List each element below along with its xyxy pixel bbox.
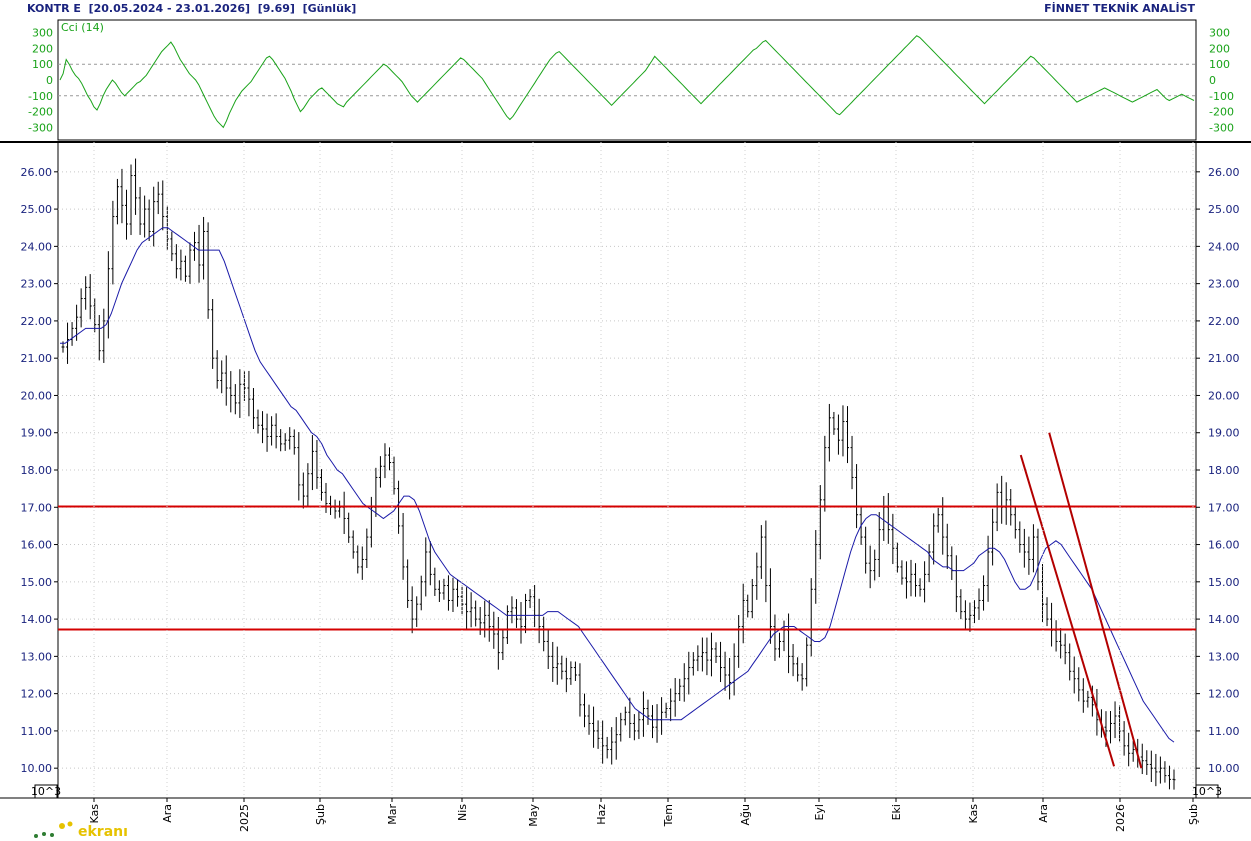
x-tick-label: Kas — [88, 804, 101, 824]
x-tick-label: Mar — [386, 804, 399, 825]
price-tick-left: 13.00 — [21, 650, 53, 663]
x-tick-label: Kas — [967, 804, 980, 824]
price-tick-left: 25.00 — [21, 203, 53, 216]
cci-tick-left: -300 — [28, 121, 53, 134]
cci-label: Cci (14) — [61, 21, 104, 34]
x-tick-label: Nis — [456, 804, 469, 821]
brand-label: FİNNET TEKNİK ANALİST — [1044, 2, 1195, 15]
logo-dot-icon — [59, 823, 65, 829]
cci-tick-right: 0 — [1209, 74, 1216, 87]
price-panel: 26.00 26.00 25.00 25.00 24.00 24.00 23.00 23.00… — [0, 141, 1251, 799]
cci-tick-right: -100 — [1209, 90, 1234, 103]
unit-label: 10^3 — [1192, 785, 1222, 798]
price-tick-right: 22.00 — [1208, 315, 1240, 328]
x-tick-label: 2025 — [238, 804, 251, 832]
trend-line — [1048, 432, 1143, 769]
price-tick-left: 18.00 — [21, 464, 53, 477]
price-tick-right: 15.00 — [1208, 576, 1240, 589]
price-tick-right: 23.00 — [1208, 278, 1240, 291]
logo-dot-icon — [50, 833, 54, 837]
price-tick-right: 13.00 — [1208, 650, 1240, 663]
price-tick-left: 23.00 — [21, 278, 53, 291]
price-tick-left: 11.00 — [21, 725, 53, 738]
price-tick-left: 22.00 — [21, 315, 53, 328]
chart-title: KONTR E [20.05.2024 - 23.01.2026] [9.69]… — [27, 2, 356, 15]
last-price-label: [9.69] — [257, 2, 295, 15]
x-tick-label: Ağu — [739, 804, 752, 825]
x-tick-label: Haz — [595, 804, 608, 825]
price-tick-left: 16.00 — [21, 539, 53, 552]
symbol-label: KONTR E — [27, 2, 81, 15]
price-tick-left: 14.00 — [21, 613, 53, 626]
price-tick-right: 14.00 — [1208, 613, 1240, 626]
price-tick-right: 25.00 — [1208, 203, 1240, 216]
date-range-label: [20.05.2024 - 23.01.2026] — [88, 2, 251, 15]
price-tick-left: 20.00 — [21, 389, 53, 402]
trend-line — [1019, 454, 1116, 767]
x-tick-label: Şub — [1187, 804, 1200, 825]
logo-dot-icon — [42, 832, 46, 836]
cci-tick-left: 100 — [32, 58, 53, 71]
x-tick-label: Tem — [662, 804, 675, 827]
cci-tick-left: -100 — [28, 90, 53, 103]
cci-tick-right: 200 — [1209, 42, 1230, 55]
ekrani-logo: ekranı — [34, 821, 128, 840]
price-tick-right: 12.00 — [1208, 688, 1240, 701]
x-tick-label: Şub — [314, 804, 327, 825]
chart-header: KONTR E [20.05.2024 - 23.01.2026] [9.69]… — [0, 0, 1251, 18]
price-tick-right: 26.00 — [1208, 166, 1240, 179]
cci-panel: 300 300 200 200 100 100 0 0 -100 -100 -200 -200 -300… — [28, 19, 1234, 141]
price-tick-right: 18.00 — [1208, 464, 1240, 477]
price-tick-right: 20.00 — [1208, 389, 1240, 402]
cci-tick-left: -200 — [28, 106, 53, 119]
cci-tick-left: 200 — [32, 42, 53, 55]
x-tick-label: Eki — [890, 804, 903, 820]
price-tick-left: 21.00 — [21, 352, 53, 365]
price-tick-left: 15.00 — [21, 576, 53, 589]
price-tick-right: 11.00 — [1208, 725, 1240, 738]
unit-label: 10^3 — [31, 785, 61, 798]
price-tick-left: 24.00 — [21, 240, 53, 253]
price-tick-left: 19.00 — [21, 427, 53, 440]
cci-tick-right: 100 — [1209, 58, 1230, 71]
logo-text: ekranı — [78, 824, 128, 840]
price-tick-right: 21.00 — [1208, 352, 1240, 365]
price-tick-right: 16.00 — [1208, 539, 1240, 552]
x-tick-label: May — [527, 804, 540, 827]
cci-tick-right: 300 — [1209, 27, 1230, 40]
x-axis: Kas Ara 2025 Şub Mar Nis May Haz Tem Ağu Eyl Eki Kas… — [0, 142, 1251, 832]
x-tick-label: Eyl — [813, 804, 826, 821]
cci-tick-left: 0 — [46, 74, 53, 87]
price-tick-right: 24.00 — [1208, 240, 1240, 253]
logo-dot-icon — [34, 834, 38, 838]
cci-tick-right: -300 — [1209, 121, 1234, 134]
x-tick-label: Ara — [1037, 804, 1050, 823]
cci-tick-right: -200 — [1209, 106, 1234, 119]
x-tick-label: Ara — [161, 804, 174, 823]
cci-frame — [57, 19, 1197, 141]
cci-tick-left: 300 — [32, 27, 53, 40]
price-tick-left: 17.00 — [21, 501, 53, 514]
price-tick-right: 17.00 — [1208, 501, 1240, 514]
price-tick-left: 12.00 — [21, 688, 53, 701]
price-tick-right: 10.00 — [1208, 762, 1240, 775]
price-tick-left: 10.00 — [21, 762, 53, 775]
moving-average-line — [60, 227, 1175, 743]
price-tick-left: 26.00 — [21, 166, 53, 179]
price-tick-right: 19.00 — [1208, 427, 1240, 440]
cci-series-line — [59, 35, 1195, 129]
logo-dot-icon — [67, 821, 73, 827]
x-tick-label: 2026 — [1114, 804, 1127, 832]
period-label: [Günlük] — [302, 2, 357, 15]
